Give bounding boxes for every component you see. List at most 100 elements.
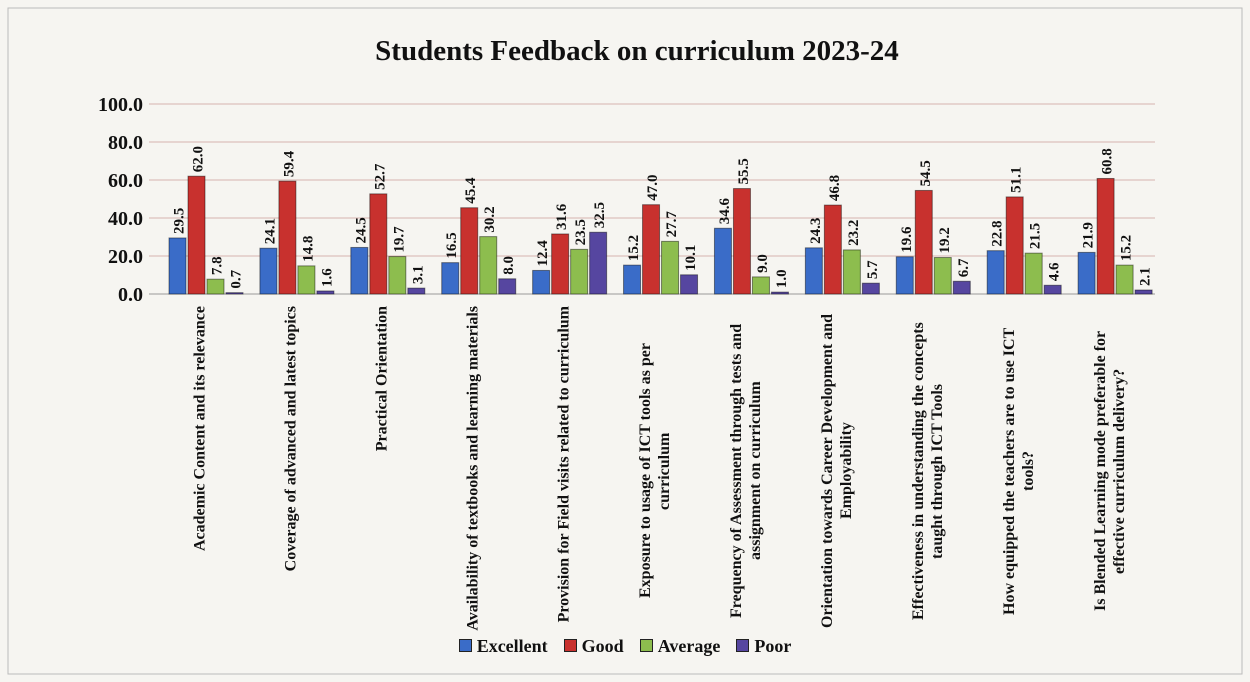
bar — [350, 246, 369, 295]
legend-label: Average — [657, 636, 721, 656]
data-label: 46.8 — [827, 175, 843, 201]
bar — [297, 265, 316, 295]
bar — [369, 193, 388, 295]
bar — [823, 204, 842, 295]
data-label: 21.5 — [1028, 223, 1044, 249]
data-label: 47.0 — [645, 174, 661, 200]
data-label: 0.7 — [229, 269, 245, 288]
data-label: 60.8 — [1100, 148, 1116, 174]
data-label: 19.6 — [899, 226, 915, 253]
data-label: 15.2 — [1119, 235, 1135, 261]
bar — [661, 240, 680, 295]
x-tick-label: Exposure to usage of ICT tools as per cu… — [637, 343, 673, 599]
bar — [1134, 289, 1153, 295]
x-tick-label: Is Blended Learning mode preferable for … — [1091, 330, 1128, 612]
bar — [460, 207, 479, 295]
y-tick-label: 40.0 — [108, 208, 143, 230]
data-label: 15.2 — [626, 235, 642, 261]
data-label: 21.9 — [1081, 222, 1097, 248]
bar — [441, 262, 460, 295]
data-label: 34.6 — [717, 198, 733, 225]
legend-item: Good — [563, 636, 624, 657]
data-label: 10.1 — [683, 245, 699, 271]
bar — [259, 247, 278, 295]
bar — [498, 278, 517, 295]
bar — [570, 248, 589, 295]
x-tick-label: Academic Content and its relevance — [191, 306, 209, 551]
bar — [187, 175, 206, 295]
bar — [952, 280, 971, 295]
legend: Excellent Good Average Poor — [0, 636, 1250, 657]
y-tick-label: 80.0 — [108, 132, 143, 154]
bar — [713, 227, 732, 295]
data-label: 24.5 — [353, 217, 369, 243]
data-label: 23.5 — [573, 219, 589, 245]
data-label: 24.3 — [808, 218, 824, 244]
data-label: 3.1 — [410, 265, 426, 284]
bar — [861, 282, 880, 295]
data-label: 24.1 — [262, 218, 278, 244]
legend-swatch — [563, 639, 577, 652]
bar — [1005, 196, 1024, 295]
data-label: 29.5 — [172, 208, 188, 234]
bar — [532, 269, 551, 295]
data-label: 6.7 — [956, 258, 972, 277]
legend-label: Excellent — [476, 636, 548, 656]
bar — [168, 237, 187, 295]
legend-item: Average — [639, 636, 721, 657]
data-label: 7.8 — [210, 256, 226, 275]
bar — [407, 287, 426, 295]
data-label: 19.7 — [391, 226, 407, 253]
bar — [732, 188, 751, 295]
data-label: 8.0 — [501, 256, 517, 275]
x-tick-label: Coverage of advanced and latest topics — [282, 306, 300, 572]
x-tick-label: Practical Orientation — [373, 306, 391, 452]
bar — [1024, 252, 1043, 295]
bar — [1077, 251, 1096, 295]
legend-label: Poor — [754, 636, 792, 656]
bar — [804, 247, 823, 295]
data-label: 5.7 — [865, 260, 881, 279]
data-label: 1.6 — [319, 268, 335, 287]
bar — [206, 278, 225, 295]
bar — [842, 249, 861, 295]
chart-title: Students Feedback on curriculum 2023-24 — [375, 35, 899, 67]
data-label: 2.1 — [1138, 267, 1154, 286]
bar — [589, 231, 608, 295]
data-label: 62.0 — [191, 146, 207, 172]
bar — [1096, 177, 1115, 295]
bar — [623, 264, 642, 295]
data-label: 51.1 — [1009, 167, 1025, 193]
x-tick-label: Frequency of Assessment through tests an… — [727, 323, 764, 619]
data-label: 9.0 — [755, 254, 771, 273]
y-tick-label: 0.0 — [118, 284, 143, 306]
data-label: 16.5 — [444, 232, 460, 258]
bar — [388, 256, 407, 295]
data-label: 14.8 — [300, 236, 316, 262]
data-label: 52.7 — [372, 163, 388, 190]
legend-item: Poor — [736, 636, 791, 657]
x-tick-label: Availability of textbooks and learning m… — [464, 306, 482, 631]
data-label: 4.6 — [1047, 262, 1063, 281]
data-label: 55.5 — [736, 158, 752, 184]
legend-swatch — [458, 639, 472, 652]
data-label: 31.6 — [554, 203, 570, 230]
data-label: 30.2 — [482, 206, 498, 232]
bar — [551, 233, 570, 295]
data-label: 19.2 — [937, 227, 953, 253]
x-tick-label: How equipped the teachers are to use ICT… — [1000, 327, 1037, 615]
data-label: 22.8 — [990, 220, 1006, 246]
data-label: 45.4 — [463, 177, 479, 204]
legend-swatch — [736, 639, 750, 652]
x-tick-label: Orientation towards Career Development a… — [818, 313, 855, 629]
data-label: 59.4 — [281, 150, 297, 177]
legend-item: Excellent — [458, 636, 548, 657]
legend-swatch — [639, 639, 653, 652]
bar — [914, 189, 933, 295]
bar — [225, 292, 244, 295]
bar — [479, 236, 498, 295]
y-tick-label: 60.0 — [108, 170, 143, 192]
bar — [278, 180, 297, 295]
